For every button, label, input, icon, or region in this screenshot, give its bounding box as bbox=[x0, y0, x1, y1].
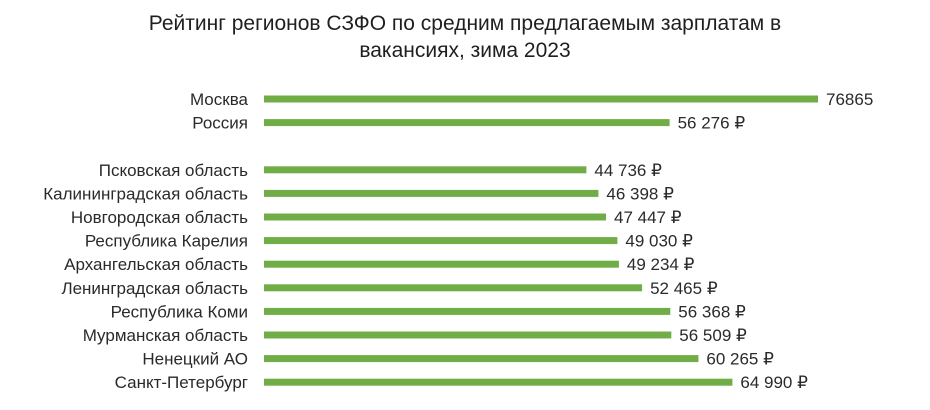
category-label: Ленинградская область bbox=[61, 279, 248, 298]
value-label: 76865 bbox=[826, 90, 873, 109]
bar bbox=[264, 119, 670, 127]
bar bbox=[264, 95, 818, 103]
category-labels: Москва Россия Псковская область Калининград… bbox=[43, 90, 248, 392]
value-label: 52 465 ₽ bbox=[650, 279, 718, 298]
category-label: Москва bbox=[190, 90, 249, 109]
value-label: 64 990 ₽ bbox=[740, 373, 808, 392]
category-label: Республика Коми bbox=[111, 302, 248, 321]
value-label: 56 368 ₽ bbox=[678, 302, 746, 321]
bar bbox=[264, 189, 599, 197]
bar bbox=[264, 355, 699, 363]
category-label: Новгородская область bbox=[71, 208, 248, 227]
category-label: Архангельская область bbox=[64, 255, 248, 274]
bars-layer bbox=[264, 95, 818, 386]
category-label: Ненецкий АО bbox=[142, 350, 248, 369]
value-label: 49 030 ₽ bbox=[625, 232, 693, 251]
value-labels: 76865 56 276 ₽ 44 736 ₽ 46 398 ₽ 47 447 ₽ 49 … bbox=[594, 90, 873, 392]
bar bbox=[264, 237, 618, 245]
bar bbox=[264, 307, 671, 315]
category-label: Санкт-Петербург bbox=[115, 373, 248, 392]
value-label: 56 276 ₽ bbox=[678, 114, 746, 133]
bar bbox=[264, 331, 672, 339]
category-label: Россия bbox=[192, 114, 248, 133]
value-label: 56 509 ₽ bbox=[679, 326, 747, 345]
category-label: Республика Карелия bbox=[85, 232, 248, 251]
value-label: 49 234 ₽ bbox=[627, 255, 695, 274]
category-label: Мурманская область bbox=[83, 326, 248, 345]
value-label: 47 447 ₽ bbox=[614, 208, 682, 227]
value-label: 44 736 ₽ bbox=[594, 161, 662, 180]
category-label: Калининградская область bbox=[43, 184, 248, 203]
value-label: 46 398 ₽ bbox=[606, 184, 674, 203]
chart-title: Рейтинг регионов СЗФО по средним предлаг… bbox=[148, 12, 782, 62]
bar bbox=[264, 260, 619, 268]
category-label: Псковская область bbox=[99, 161, 248, 180]
value-label: 60 265 ₽ bbox=[706, 350, 774, 369]
bar bbox=[264, 284, 643, 292]
bar bbox=[264, 378, 733, 386]
bar bbox=[264, 166, 587, 174]
bar bbox=[264, 213, 606, 221]
